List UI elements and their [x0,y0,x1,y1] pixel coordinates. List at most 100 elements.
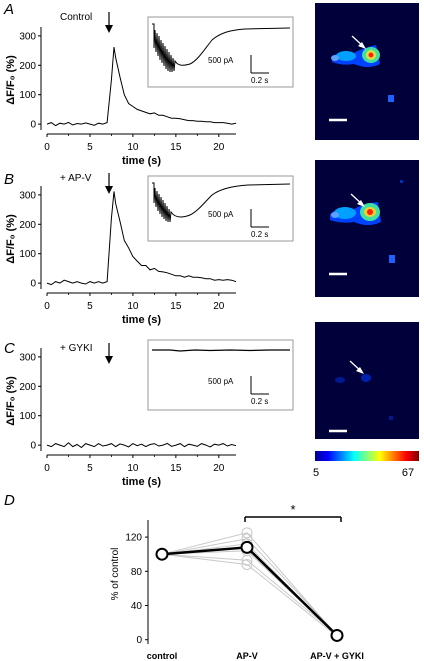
color-gradient [315,451,419,461]
x-tick-label: 15 [170,142,182,153]
x-tick-label: 20 [213,301,225,312]
y-tick-label: 300 [19,190,36,201]
summary-y-tick-label: 0 [136,635,142,646]
y-tick-label: 300 [19,31,36,42]
significance-star: * [290,502,295,517]
trace-line [46,191,237,286]
individual-cell-line [161,553,338,637]
summary-y-label: % of control [110,548,121,601]
x-tick-label: 5 [87,463,93,474]
color-scale-bar: 5 67 [313,451,419,479]
y-tick-label: 0 [30,279,36,290]
stimulus-arrow-a [105,12,113,33]
y-tick-label: 100 [19,411,36,422]
panel-label-b: B [4,171,14,188]
inward-current-trace-control [152,23,291,73]
fluorescence-trace-apv [46,191,237,286]
y-axis-label: ΔF/F₀ (%) [5,55,17,105]
panel-a: A Control 0 100 200 300 0 5 10 15 20 time (s) ΔF/F… [3,1,419,167]
colorbar-max-label: 67 [402,467,414,479]
current-inset-apv: 500 pA 0.2 s [147,175,294,242]
x-tick-label: 0 [44,142,50,153]
current-inset-gyki: 500 pA 0.2 s [147,339,294,411]
individual-cell-line [161,553,338,635]
x-axis-label: time (s) [122,476,161,488]
current-inset-control: 500 pA 0.2 s [147,16,294,88]
summary-y-tick-label: 80 [131,567,143,578]
summary-category-label: AP-V + GYKI [310,651,364,661]
panel-b: B + AP-V 0 100 200 300 0 5 10 15 20 time (s) ΔF/F₀… [4,160,419,326]
time-scale-label-apv: 0.2 s [251,230,268,239]
x-axis-label: time (s) [122,155,161,167]
x-tick-label: 10 [127,463,139,474]
x-tick-label: 0 [44,301,50,312]
summary-axes: 0 40 80 120 control AP-V AP-V + GYKI [125,520,364,661]
calcium-image-gyki [315,322,419,439]
summary-category-label: control [147,651,178,661]
individual-cell-line [161,550,338,636]
y-tick-label: 200 [19,220,36,231]
summary-y-tick-label: 40 [131,601,143,612]
fluorescence-trace-gyki [46,442,237,449]
y-tick-label: 100 [19,90,36,101]
trace-line [46,47,237,127]
colorbar-min-label: 5 [313,467,319,479]
y-axis-label: ΔF/F₀ (%) [5,376,17,426]
stimulus-arrow-b [105,173,113,194]
time-scale-label-control: 0.2 s [251,76,268,85]
summary-category-label: AP-V [236,651,258,661]
mean-point [240,540,254,554]
current-trace-gyki [152,349,290,352]
x-tick-label: 10 [127,301,139,312]
trace-axes-c: 0 100 200 300 0 5 10 15 20 time (s) ΔF/F₀ (%) [5,348,236,488]
individual-cell-point [241,527,253,539]
y-tick-label: 200 [19,61,36,72]
significance-bracket: * [244,502,342,522]
x-axis-label: time (s) [122,314,161,326]
x-tick-label: 0 [44,463,50,474]
scale-bar-control [250,55,269,74]
x-tick-label: 15 [170,463,182,474]
panel-d: D % of control 0 40 80 120 control AP-V AP-V +… [4,492,364,661]
panel-label-d: D [4,492,15,509]
y-tick-label: 0 [30,441,36,452]
inward-current-trace-apv [152,182,291,223]
calcium-image-control [315,3,419,140]
x-tick-label: 20 [213,463,225,474]
panel-label-a: A [3,1,14,18]
fluorescence-trace-control [46,47,237,127]
condition-label-apv: + AP-V [60,173,92,184]
y-tick-label: 100 [19,249,36,260]
mean-point [330,628,344,642]
panel-c: C + GYKI 0 100 200 300 0 5 10 15 20 time (s) ΔF/F₀… [4,322,419,488]
x-tick-label: 5 [87,301,93,312]
x-tick-label: 5 [87,142,93,153]
scale-bar-gyki [250,376,269,395]
current-scale-label-apv: 500 pA [208,210,234,219]
mean-point [155,547,169,561]
stimulus-arrow-c [105,343,113,364]
panel-label-c: C [4,340,15,357]
time-scale-label-gyki: 0.2 s [251,397,268,406]
x-tick-label: 10 [127,142,139,153]
summary-y-tick-label: 120 [125,533,142,544]
y-tick-label: 0 [30,120,36,131]
individual-cell-line [161,532,338,636]
current-scale-label-control: 500 pA [208,56,234,65]
individual-cell-point [241,558,253,570]
trace-axes-b: 0 100 200 300 0 5 10 15 20 time (s) ΔF/F₀ (%) [5,186,236,326]
trace-axes-a: 0 100 200 300 0 5 10 15 20 time (s) ΔF/F₀ (%) [5,27,236,167]
calcium-image-apv [315,160,419,297]
y-tick-label: 300 [19,352,36,363]
condition-label-gyki: + GYKI [60,343,93,354]
individual-cell-point [241,554,253,566]
scale-bar-apv [250,209,269,228]
x-tick-label: 20 [213,142,225,153]
y-axis-label: ΔF/F₀ (%) [5,214,17,264]
current-scale-label-gyki: 500 pA [208,377,234,386]
summary-plot [155,527,344,642]
trace-line [46,442,237,449]
x-tick-label: 15 [170,301,182,312]
condition-label-control: Control [60,12,92,23]
